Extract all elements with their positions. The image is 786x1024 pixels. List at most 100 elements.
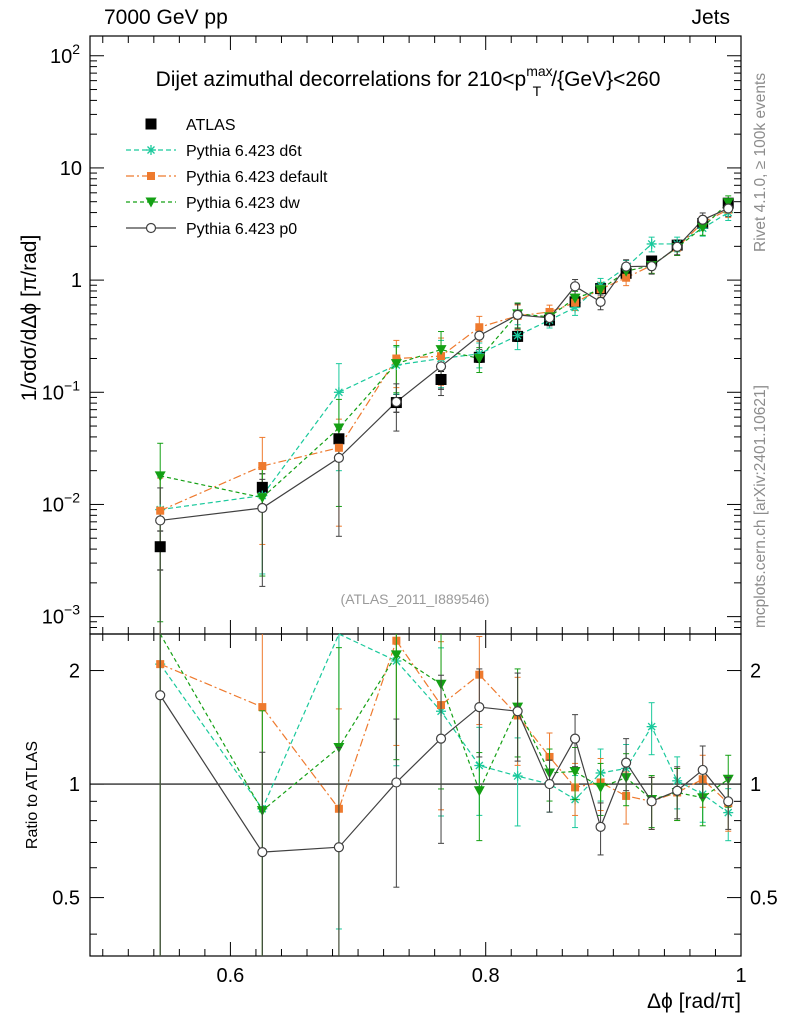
x-tick-label: 0.6	[217, 965, 245, 987]
ratio-series-3-marker	[512, 706, 523, 717]
ratio-series-3-marker	[672, 785, 683, 796]
error-bars	[157, 195, 732, 634]
ratio-tick-label-right: 1	[750, 774, 761, 796]
series-0-marker	[256, 481, 268, 493]
axes-ticks: 0.6 0.8 1 102 10 1 10−1 10−2 10−3 2 2 1 1 0.5 0.5	[42, 36, 778, 987]
ratio-tick-label-right: 0.5	[750, 888, 778, 910]
legend-entry-2-marker	[147, 172, 155, 180]
series-4-marker	[512, 309, 523, 320]
ratio-series-3-marker	[155, 690, 166, 701]
legend-entry-0-marker	[145, 118, 157, 130]
series-3-marker	[390, 359, 402, 370]
ratio-series-2-marker	[569, 766, 581, 777]
series-3-marker	[569, 293, 581, 304]
series-2-marker	[334, 443, 343, 452]
series-0-marker	[154, 541, 166, 553]
series-3-marker	[435, 345, 447, 356]
legend-entry-3-marker	[145, 197, 157, 208]
series-4-marker	[646, 261, 657, 272]
series-3-marker	[256, 493, 268, 504]
legend: ATLAS Pythia 6.423 d6t Pythia 6.423 defaul…	[126, 117, 328, 238]
ratio-series-3-marker	[595, 821, 606, 832]
ratio-tick-label-left: 1	[69, 774, 80, 796]
legend-entry-1-marker	[146, 145, 156, 155]
series-4-marker	[257, 502, 268, 514]
series-4-marker	[723, 203, 734, 214]
y-tick-label: 10−3	[42, 602, 80, 629]
ratio-series-3-marker	[333, 842, 345, 853]
ratio-tick-label-left: 2	[69, 661, 80, 683]
series-4-marker	[621, 261, 632, 272]
series-2-line	[159, 209, 729, 512]
ratio-series-0-marker-stroke	[647, 722, 656, 731]
series-4-marker	[391, 396, 402, 408]
legend-entry-1-label: Pythia 6.423 d6t	[186, 143, 302, 160]
ratio-series-0-marker-stroke	[513, 772, 522, 781]
header-energy: 7000 GeV pp	[104, 6, 228, 29]
series-4-marker	[595, 296, 606, 307]
series-0-marker	[333, 433, 345, 445]
ratio-series-2-marker	[390, 650, 402, 661]
mcplots-note: mcplots.cern.ch [arXiv:2401.10621]	[752, 385, 769, 628]
ratio-series-2-marker	[595, 782, 607, 793]
series-4-marker	[569, 281, 581, 292]
series-1-marker-stroke	[334, 388, 343, 397]
ratio-series-3-marker	[391, 777, 402, 788]
ratio-series-3-marker	[697, 764, 708, 776]
ratio-series-3-marker	[474, 701, 485, 713]
series-3-marker	[473, 354, 485, 365]
ratio-tick-label-left: 0.5	[52, 888, 80, 910]
series-0-marker	[435, 373, 447, 385]
series-2-marker	[545, 307, 554, 316]
x-tick-label: 0.8	[472, 965, 500, 987]
ratio-series-3-marker	[569, 733, 581, 744]
y-tick-label: 102	[50, 41, 80, 68]
ratio-series-2-marker	[473, 786, 485, 797]
series-3-marker	[722, 198, 734, 209]
legend-entry-1-marker-stroke	[147, 146, 155, 154]
series-4-marker	[697, 214, 708, 225]
series-4-marker	[333, 452, 345, 464]
y-axis-label: 1/σdσ/dΔϕ [π/rad]	[18, 235, 41, 402]
rivet-note: Rivet 4.1.0, ≥ 100k events	[752, 72, 769, 252]
series-3-marker	[697, 222, 709, 233]
y-tick-label: 1	[71, 270, 82, 292]
ratio-series-1-marker	[258, 703, 267, 712]
ratio-series-0-marker	[512, 771, 523, 782]
ratio-series-3-marker	[544, 778, 555, 790]
series-1-marker	[646, 238, 657, 249]
ratio-series	[155, 633, 734, 956]
ratio-series-0-marker	[646, 721, 657, 732]
series-4-marker	[155, 515, 166, 526]
ratio-series-0-line	[159, 633, 729, 814]
series-4-marker	[672, 241, 683, 252]
ratio-tick-label-right: 2	[750, 661, 761, 683]
y-tick-label: 10−1	[42, 377, 80, 404]
series-4-marker	[544, 312, 555, 324]
y-tick-label: 10−2	[42, 489, 80, 516]
legend-entry-4-label: Pythia 6.423 p0	[186, 221, 297, 238]
x-axis-label: Δϕ [rad/π]	[647, 990, 741, 1013]
analysis-label: (ATLAS_2011_I889546)	[341, 591, 490, 607]
series-2-marker	[475, 323, 484, 332]
x-tick-label: 1	[735, 965, 746, 987]
series-3-line	[160, 202, 729, 499]
legend-entry-4-marker	[145, 222, 157, 234]
series-2-marker	[258, 462, 267, 471]
ratio-series-3-marker	[621, 757, 632, 768]
ratio-series-3-line	[159, 694, 729, 853]
ratio-axis-label: Ratio to ATLAS	[24, 741, 41, 849]
series-4-marker	[435, 361, 447, 372]
ratio-series-3-marker	[257, 847, 268, 858]
legend-entry-0-label: ATLAS	[186, 117, 236, 134]
series-2-marker	[622, 273, 631, 282]
series-1-marker-stroke	[513, 331, 522, 340]
series-2-marker	[392, 354, 401, 363]
series-2-marker	[437, 352, 446, 361]
series-1-marker	[512, 330, 523, 341]
ratio-series-3-marker	[723, 796, 734, 807]
series-4-marker	[474, 330, 485, 341]
series-1-marker	[333, 387, 344, 398]
series-3-marker	[333, 423, 345, 434]
